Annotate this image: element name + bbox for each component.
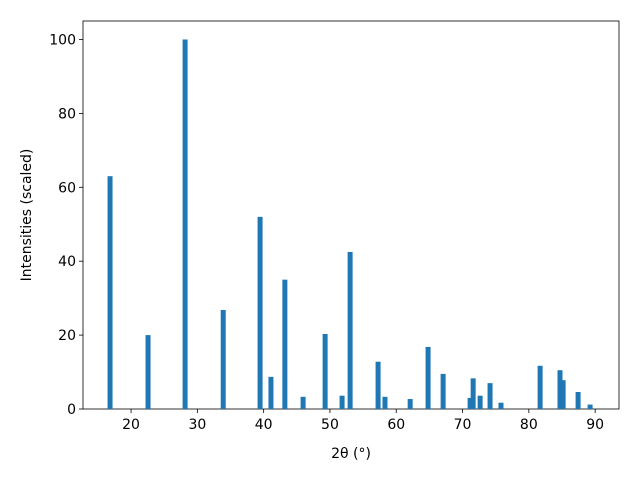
bar (257, 216, 263, 409)
x-tick-label: 90 (586, 417, 604, 433)
bar (407, 399, 413, 409)
bar (537, 365, 543, 409)
y-tick-label: 60 (58, 180, 76, 196)
bar (487, 383, 493, 409)
bar (587, 404, 593, 409)
bar (477, 395, 483, 409)
x-axis-label: 2θ (°) (331, 446, 371, 462)
y-tick-label: 0 (67, 402, 76, 418)
y-axis-label: Intensities (scaled) (19, 149, 35, 282)
bar (557, 370, 563, 409)
x-tick-label: 20 (122, 417, 140, 433)
bar (382, 396, 388, 409)
bar (467, 397, 473, 409)
bar (107, 176, 113, 409)
y-tick-label: 40 (58, 254, 76, 270)
bar (282, 279, 288, 409)
x-tick-label: 50 (321, 417, 339, 433)
bar (220, 309, 226, 409)
bar (560, 380, 566, 409)
bar (339, 395, 345, 409)
x-tick-label: 30 (188, 417, 206, 433)
bar (425, 346, 431, 409)
bar (575, 392, 581, 409)
y-tick-label: 100 (49, 32, 76, 48)
bar (268, 376, 274, 409)
x-tick-label: 60 (387, 417, 405, 433)
bar (440, 373, 446, 409)
bar (322, 333, 328, 409)
y-tick-label: 80 (58, 106, 76, 122)
x-tick-label: 40 (255, 417, 273, 433)
bar (347, 251, 353, 409)
bar (145, 335, 151, 409)
bar (182, 39, 188, 409)
bar (470, 378, 476, 409)
bar (375, 361, 381, 409)
x-tick-label: 70 (454, 417, 472, 433)
y-tick-label: 20 (58, 328, 76, 344)
bar (498, 402, 504, 409)
bar (300, 396, 306, 409)
x-tick-label: 80 (520, 417, 538, 433)
